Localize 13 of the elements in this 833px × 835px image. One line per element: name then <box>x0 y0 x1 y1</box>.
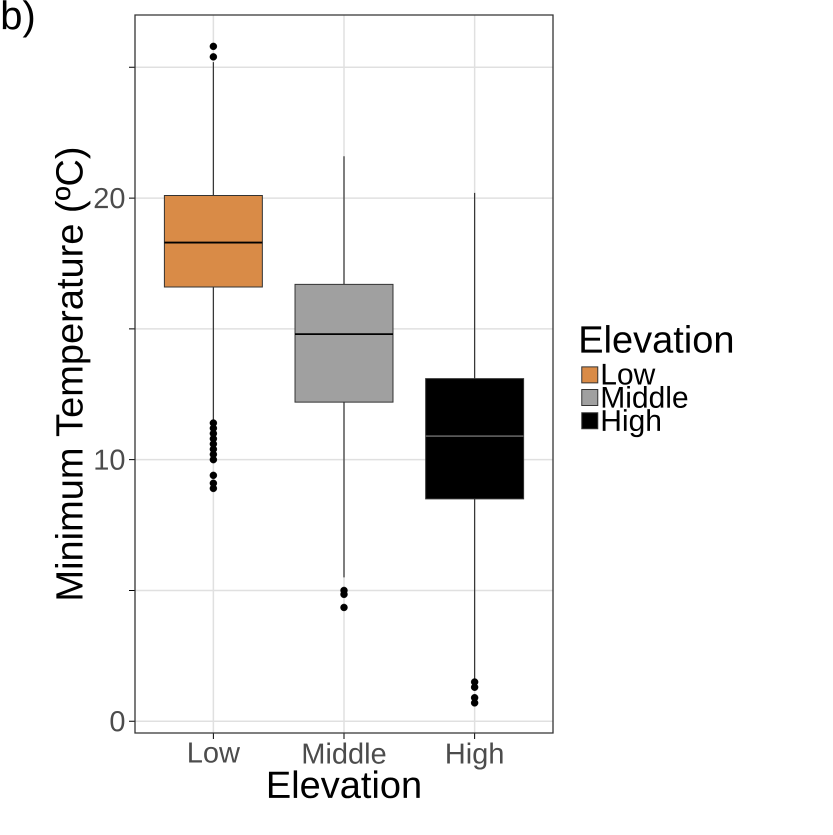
y-tick-label: 10 <box>95 449 124 470</box>
x-axis-title: Elevation <box>268 770 420 798</box>
legend-title: Elevation <box>581 325 732 353</box>
legend-label: High <box>602 409 660 438</box>
x-tick-label: Low <box>189 742 240 763</box>
legend-label: Low <box>602 364 656 385</box>
legend-label: Middle <box>602 386 688 408</box>
x-tick-label: High <box>447 742 503 770</box>
x-tick-label: Middle <box>304 742 386 764</box>
y-axis-title: Minimum Temperature (ºC) <box>54 148 90 598</box>
text: b) <box>2 0 34 38</box>
y-tick-label: 20 <box>94 188 124 208</box>
y-tick-label: 0 <box>110 710 124 732</box>
